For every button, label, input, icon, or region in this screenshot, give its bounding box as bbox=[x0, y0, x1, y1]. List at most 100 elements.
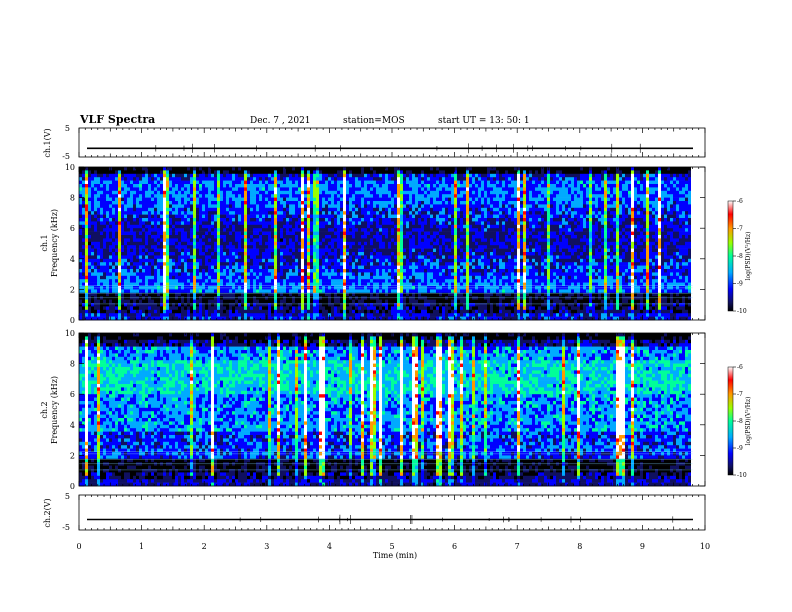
spectrogram-cell bbox=[196, 190, 199, 195]
spectrogram-cell bbox=[649, 177, 655, 181]
spectrogram-cell bbox=[535, 224, 541, 229]
spectrogram-cell bbox=[589, 211, 592, 215]
spectrogram-cell bbox=[589, 177, 592, 181]
spectrogram-cell bbox=[157, 265, 160, 270]
spectrogram-cell bbox=[493, 272, 502, 277]
spectrogram-cell bbox=[433, 265, 436, 270]
spectrogram-cell bbox=[523, 241, 526, 246]
spectrogram-cell bbox=[439, 245, 442, 249]
spectrogram-cell bbox=[187, 207, 190, 212]
spectrogram-cell bbox=[202, 275, 208, 280]
spectrogram-cell bbox=[253, 180, 259, 185]
spectrogram-cell bbox=[484, 180, 487, 185]
spectrogram-cell bbox=[421, 238, 424, 243]
spectrogram-cell bbox=[556, 170, 562, 175]
spectrogram-cell bbox=[550, 252, 553, 256]
spectrogram-cell bbox=[202, 194, 205, 198]
spectrogram-cell bbox=[658, 265, 661, 270]
spectrogram-cell bbox=[472, 214, 475, 219]
spectrogram-cell bbox=[430, 204, 433, 209]
spectrogram-cell bbox=[535, 187, 547, 192]
spectrogram-cell bbox=[409, 255, 412, 260]
spectrogram-cell bbox=[217, 211, 220, 215]
spectrogram-cell bbox=[205, 255, 211, 260]
spectrogram-cell bbox=[298, 218, 301, 222]
spectrogram-cell bbox=[328, 218, 331, 222]
spectrogram-cell bbox=[625, 275, 628, 280]
spectrogram-cell bbox=[382, 238, 391, 243]
spectrogram-cell bbox=[685, 279, 688, 283]
spectrogram-cell bbox=[586, 272, 589, 277]
spectrogram-cell bbox=[373, 282, 379, 287]
spectrogram-cell bbox=[568, 238, 580, 243]
spectrogram-cell bbox=[439, 282, 442, 287]
spectrogram-cell bbox=[460, 282, 463, 287]
spectrogram-cell bbox=[325, 218, 328, 222]
spectrogram-cell bbox=[412, 170, 421, 175]
spectrogram-cell bbox=[385, 177, 388, 181]
spectrogram-cell bbox=[196, 282, 199, 287]
spectrogram-cell bbox=[343, 228, 346, 232]
spectrogram-cell bbox=[409, 245, 433, 249]
spectrogram-cell bbox=[235, 224, 244, 229]
spectrogram-cell bbox=[232, 173, 235, 178]
spectrogram-cell bbox=[550, 245, 556, 249]
spectrogram-cell bbox=[232, 265, 238, 270]
spectrogram-cell bbox=[481, 272, 484, 277]
spectrogram-cell bbox=[484, 235, 496, 239]
spectrogram-cell bbox=[361, 184, 364, 188]
spectrogram-cell bbox=[490, 173, 496, 178]
spectrogram-cell bbox=[418, 221, 427, 226]
spectrogram-cell bbox=[112, 248, 115, 253]
spectrogram-cell bbox=[622, 204, 625, 209]
spectrogram-cell bbox=[460, 245, 466, 249]
spectrogram-cell bbox=[109, 245, 115, 249]
spectrogram-cell bbox=[418, 282, 421, 287]
spectrogram-cell bbox=[688, 184, 691, 188]
spectrogram-cell bbox=[652, 204, 658, 209]
spectrogram-cell bbox=[121, 238, 124, 243]
spectrogram-cell bbox=[583, 282, 589, 287]
spectrogram-cell bbox=[145, 190, 154, 195]
spectrogram-cell bbox=[658, 221, 661, 226]
spectrogram-cell bbox=[253, 245, 256, 249]
spectrogram-cell bbox=[619, 289, 622, 294]
spectrogram-cell bbox=[214, 184, 217, 188]
spectrogram-cell bbox=[370, 173, 373, 178]
spectrogram-cell bbox=[232, 204, 235, 209]
spectrogram-cell bbox=[532, 224, 535, 229]
spectrogram-cell bbox=[106, 211, 109, 215]
spectrogram-cell bbox=[517, 269, 520, 273]
spectrogram-cell bbox=[496, 252, 505, 256]
spectrogram-cell bbox=[277, 275, 280, 280]
spectrogram-cell bbox=[355, 224, 367, 229]
spectrogram-cell bbox=[382, 289, 385, 294]
spectrogram-cell bbox=[262, 180, 265, 185]
spectrogram-cell bbox=[403, 194, 409, 198]
spectrogram-cell bbox=[403, 279, 406, 283]
spectrogram-cell bbox=[616, 282, 619, 287]
spectrogram-cell bbox=[277, 201, 280, 205]
spectrogram-cell bbox=[370, 275, 373, 280]
spectrogram-cell bbox=[529, 194, 532, 198]
spectrogram-cell bbox=[247, 275, 256, 280]
spectrogram-cell bbox=[184, 258, 187, 263]
spectrogram-cell bbox=[403, 201, 406, 205]
spectrogram-cell bbox=[361, 262, 367, 266]
spectrogram-cell bbox=[613, 218, 619, 222]
spectrogram-cell bbox=[118, 282, 121, 287]
spectrogram-cell bbox=[196, 218, 199, 222]
spectrogram-cell bbox=[337, 245, 343, 249]
spectrogram-cell bbox=[193, 241, 196, 246]
spectrogram-cell bbox=[673, 241, 676, 246]
spectrogram-cell bbox=[325, 245, 328, 249]
spectrogram-cell bbox=[286, 170, 301, 175]
spectrogram-cell bbox=[331, 269, 334, 273]
spectrogram-cell bbox=[325, 224, 334, 229]
spectrogram-cell bbox=[313, 201, 319, 205]
spectrogram-cell bbox=[193, 265, 196, 270]
spectrogram-cell bbox=[235, 245, 238, 249]
spectrogram-cell bbox=[544, 173, 547, 178]
spectrogram-cell bbox=[148, 238, 154, 243]
spectrogram-cell bbox=[595, 258, 604, 263]
